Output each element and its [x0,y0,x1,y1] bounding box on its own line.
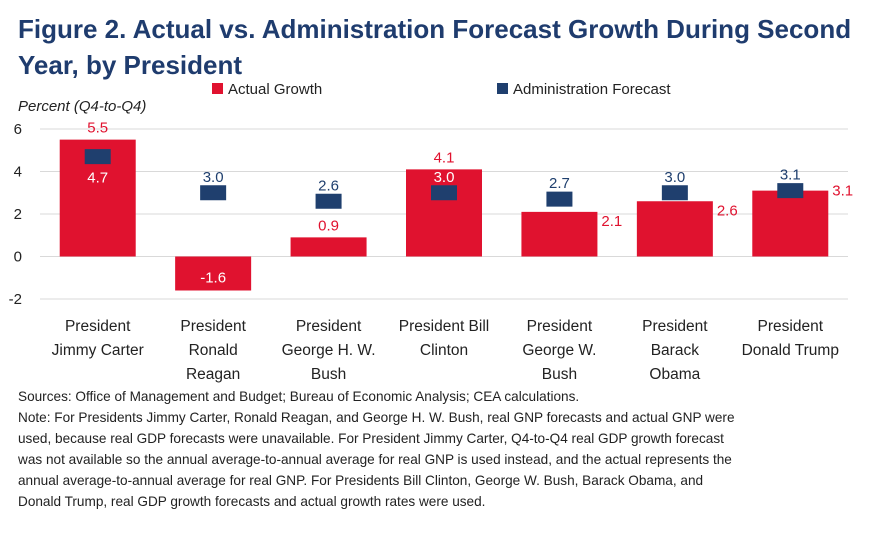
data-label: 2.6 [318,177,339,194]
data-label: 4.7 [87,170,108,187]
note-line: used, because real GDP forecasts were un… [18,431,724,446]
bar [636,201,713,257]
note-line: was not available so the annual average-… [17,452,732,467]
y-tick-label: 4 [14,164,22,181]
bar [175,256,252,291]
forecast-marker [431,185,457,201]
data-label: 5.5 [87,120,108,137]
data-label: 3.0 [203,169,224,186]
data-label: 4.1 [434,149,455,166]
data-label: 3.0 [664,169,685,186]
y-axis-label: Percent (Q4-to-Q4) [18,98,146,115]
bar [521,211,598,257]
note-line: annual average-to-annual average for rea… [18,473,703,488]
note-line: Donald Trump, real GDP growth forecasts … [18,494,485,509]
legend-label: Administration Forecast [513,81,671,98]
legend-label: Actual Growth [228,81,322,98]
note-line: Sources: Office of Management and Budget… [18,389,579,404]
x-tick-label: President Jimmy Carter [52,318,144,359]
x-tick-label: President Barack Obama [642,318,708,383]
forecast-marker [84,149,111,165]
chart-title: Figure 2. Actual vs. Administration Fore… [18,14,851,44]
y-tick-label: -2 [9,291,22,308]
data-label: 0.9 [318,217,339,234]
bar [406,169,482,257]
x-tick-label: President Ronald Reagan [180,318,246,383]
y-tick-label: 6 [14,121,22,138]
x-tick-label: President Donald Trump [742,318,839,359]
data-label: 3.1 [832,183,853,200]
data-label: 2.7 [549,175,570,192]
x-tick-label: President Bill Clinton [399,318,489,359]
legend-swatch [497,83,508,94]
legend-swatch [212,83,223,94]
forecast-marker [777,183,804,199]
data-label: 2.6 [717,202,738,219]
forecast-marker [315,193,342,209]
forecast-marker [200,185,227,201]
x-tick-label: President George W. Bush [522,318,596,383]
forecast-marker [661,185,688,201]
note-line: Note: For Presidents Jimmy Carter, Ronal… [18,410,735,425]
forecast-marker [546,191,573,207]
data-label: 2.1 [601,213,622,230]
data-label: 3.1 [780,167,801,184]
x-tick-label: President George H. W. Bush [282,318,376,383]
bar [290,237,367,257]
data-label: 3.0 [434,169,455,186]
y-tick-label: 0 [14,249,22,266]
bar [752,190,829,257]
data-label: -1.6 [200,270,226,287]
chart-title: Year, by President [18,50,242,80]
y-tick-label: 2 [14,206,22,223]
